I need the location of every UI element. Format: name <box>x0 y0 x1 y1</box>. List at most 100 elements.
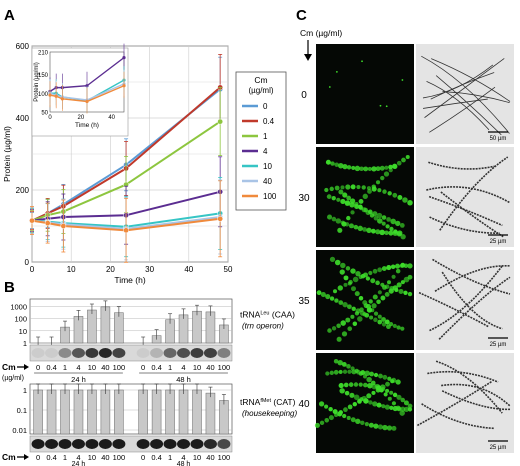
fluorescent-cell <box>357 399 362 404</box>
fluorescent-cell <box>355 418 361 425</box>
b-top-cm-arrowhead <box>24 364 29 370</box>
b-bottom-cm-tick: 1 <box>168 453 172 462</box>
fluorescent-cell <box>339 269 345 275</box>
b-top-gel-band <box>85 348 99 358</box>
panel-c-row-label-0: 0 <box>301 90 307 101</box>
fluorescent-cell <box>331 216 337 222</box>
fluorescent-cell <box>346 215 351 221</box>
inset-data-point <box>85 84 89 88</box>
inset-x-label: Time (h) <box>75 122 99 129</box>
fluorescent-cell <box>381 322 387 327</box>
panel-c: Cm (µg/ml) 0 50 µm 30 25 µm 35 25 µm 40 25 µm <box>298 28 514 453</box>
data-point <box>60 223 67 229</box>
fluorescent-cell <box>381 266 387 272</box>
b-top-time-48: 48 h <box>176 375 191 384</box>
fluorescent-cell <box>381 404 386 409</box>
fluorescent-cell <box>382 374 388 380</box>
b-bottom-bar <box>100 389 111 435</box>
brightfield-filament <box>417 380 493 427</box>
fluorescent-cell <box>340 185 345 190</box>
x-tick-label: 30 <box>145 265 154 274</box>
brightfield-filament <box>441 271 503 330</box>
fluorescent-cell <box>395 405 401 411</box>
fluorescent-cell <box>337 359 343 366</box>
brightfield-filament <box>434 264 511 292</box>
b-top-cm-tick: 0 <box>141 363 145 372</box>
fluorescent-cell <box>381 221 386 226</box>
fluorescent-cell <box>366 186 371 191</box>
fluorescent-cell <box>363 166 369 172</box>
legend-label-cm-0.4: 0.4 <box>263 117 275 126</box>
fluorescent-cell <box>368 299 373 304</box>
b-bottom-y-tick: 1 <box>23 386 27 395</box>
fluorescent-cell <box>347 326 353 332</box>
fluorescent-cell <box>375 280 380 286</box>
b-top-gel-band <box>58 348 72 358</box>
fluorescent-cell <box>340 320 347 326</box>
fluorescent-cell <box>384 284 390 289</box>
brightfield-filament <box>439 156 509 231</box>
fluorescent-cell <box>407 403 413 409</box>
fluorescent-cell <box>331 326 337 331</box>
fluorescent-cell <box>350 314 355 319</box>
fluorescent-cell <box>346 415 351 420</box>
fluorescent-cell <box>357 316 363 322</box>
fluorescent-cell <box>365 210 371 216</box>
fluorescent-cell <box>356 184 361 190</box>
fluorescent-cell <box>369 371 375 377</box>
fluorescent-cell <box>367 189 372 194</box>
fluorescent-cell <box>342 369 348 374</box>
fluorescent-cell <box>377 424 383 430</box>
b-bottom-cm-tick: 0 <box>36 453 40 462</box>
fluorescent-cell <box>346 195 352 201</box>
fluorescent-cell <box>344 222 350 227</box>
b-bottom-gel-band <box>31 439 45 449</box>
b-top-y-tick: 100 <box>14 315 27 324</box>
fluorescent-cell <box>407 263 413 269</box>
fluorescent-cell <box>368 400 373 405</box>
fluorescent-cell <box>370 278 376 284</box>
b-bottom-bar <box>73 389 84 435</box>
b-bottom-cm-tick: 0 <box>141 453 145 462</box>
fluorescent-cell <box>358 382 363 387</box>
b-top-y-tick: 10 <box>19 327 27 336</box>
b-top-gel-band <box>31 348 45 358</box>
fluorescent-cell <box>347 404 353 410</box>
brightfield-image-35 <box>416 250 514 350</box>
b-bottom-gel-band <box>150 439 164 449</box>
fluorescent-cell <box>362 193 368 200</box>
fluorescent-cell <box>386 425 393 431</box>
fluorescent-cell <box>384 165 389 170</box>
fluorescent-cell <box>338 162 344 169</box>
fluorescent-cell <box>392 285 398 291</box>
fluorescent-cell <box>337 285 343 291</box>
fluorescent-cell <box>386 324 391 330</box>
fluorescent-cell <box>392 392 398 398</box>
fluorescent-cell <box>361 185 366 190</box>
fluorescent-cell <box>343 275 349 281</box>
b-bottom-cm-tick: 10 <box>193 453 201 462</box>
fluorescent-cell <box>368 270 373 276</box>
x-tick-label: 50 <box>224 265 233 274</box>
b-top-gel-band <box>98 348 112 358</box>
b-bottom-gel-band <box>203 439 217 449</box>
fluorescent-cell <box>384 291 390 297</box>
fluorescent-cell <box>381 215 387 220</box>
fluorescent-cell <box>385 224 390 229</box>
b-bottom-cm-tick: 4 <box>181 453 185 462</box>
fluorescent-cell <box>380 175 385 181</box>
b-bottom-gel-band <box>217 439 231 449</box>
fluorescent-cell <box>329 296 335 301</box>
fluorescent-cell <box>378 373 383 379</box>
b-bottom-bar <box>205 392 216 435</box>
fluorescent-cell <box>352 321 358 326</box>
scale-bar-label-40: 25 µm <box>490 445 507 451</box>
inset-data-point <box>122 56 126 60</box>
b-top-trna-sublabel: (trn operon) <box>242 321 284 330</box>
fluorescent-cell <box>357 204 363 210</box>
fluorescent-cell <box>334 259 341 266</box>
b-bottom-cm-tick: 0.4 <box>151 453 161 462</box>
fluorescent-cell <box>403 406 410 412</box>
fluorescent-cell <box>314 422 320 428</box>
fluorescent-cell <box>352 276 359 283</box>
